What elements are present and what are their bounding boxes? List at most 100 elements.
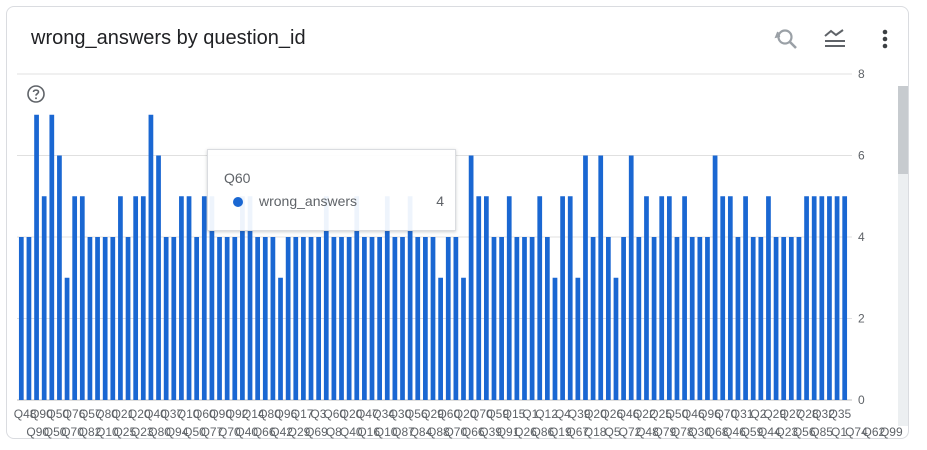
bar (773, 237, 779, 400)
bar (476, 196, 482, 400)
x-tick-label: Q70 (714, 407, 737, 421)
x-tick-label: Q10 (375, 425, 398, 439)
bar (674, 237, 680, 400)
x-tick-label: Q1 (522, 407, 538, 421)
bar (64, 277, 70, 400)
x-tick-label: Q91 (497, 425, 520, 439)
x-tick-label: Q80 (95, 407, 118, 421)
scrollbar-thumb[interactable] (898, 86, 908, 174)
x-tick-label: Q39 (479, 425, 502, 439)
more-vert-icon[interactable] (871, 25, 899, 53)
bar (544, 237, 550, 400)
x-tick-label: Q15 (503, 407, 526, 421)
x-tick-label: Q29 (288, 425, 311, 439)
x-tick-label: Q10 (96, 425, 119, 439)
help-icon[interactable] (27, 85, 45, 103)
x-tick-label: Q3 (310, 407, 326, 421)
x-tick-label: Q69 (305, 425, 328, 439)
x-tick-label: Q66 (253, 425, 276, 439)
bar (697, 237, 703, 400)
x-tick-label: Q39 (568, 407, 591, 421)
x-tick-label: Q80 (148, 425, 171, 439)
x-tick-label: Q96 (698, 407, 721, 421)
x-tick-label: Q88 (427, 425, 450, 439)
x-tick-label: Q92 (226, 407, 249, 421)
bar (491, 237, 497, 400)
x-tick-label: Q46 (723, 425, 746, 439)
bar (819, 196, 825, 400)
x-tick-label: Q31 (731, 407, 754, 421)
bar (407, 196, 413, 400)
x-tick-label: Q17 (291, 407, 314, 421)
bar (79, 196, 85, 400)
bar (666, 196, 672, 400)
tooltip-value: 4 (436, 193, 444, 209)
bar (804, 196, 809, 400)
y-tick-label: 4 (858, 230, 865, 244)
bar (743, 196, 748, 400)
x-tick-label: Q4 (555, 407, 571, 421)
bar (453, 237, 459, 400)
x-tick-label: Q18 (584, 425, 607, 439)
bar (102, 237, 108, 400)
bar (179, 196, 184, 400)
bar (369, 237, 375, 400)
bar (583, 155, 588, 400)
x-tick-label: Q47 (356, 407, 379, 421)
x-tick-label: Q46 (682, 407, 705, 421)
legend-icon[interactable] (821, 25, 849, 53)
x-tick-label: Q26 (514, 425, 537, 439)
bar (163, 237, 169, 400)
bar (186, 196, 192, 400)
scrollbar-track[interactable] (898, 86, 908, 426)
bar (537, 196, 543, 400)
bar (110, 237, 116, 400)
x-tick-label: Q29 (421, 407, 444, 421)
x-tick-label: Q76 (63, 407, 86, 421)
x-tick-label: Q79 (653, 425, 676, 439)
x-tick-label: Q77 (201, 425, 224, 439)
bar (506, 196, 512, 400)
x-tick-label: Q25 (649, 407, 672, 421)
x-tick-label: Q14 (242, 407, 265, 421)
bar (72, 196, 78, 400)
bar (552, 277, 558, 400)
bar (788, 237, 794, 400)
bar (827, 196, 832, 400)
x-tick-label: Q30 (389, 407, 412, 421)
zoom-reset-icon[interactable] (773, 25, 801, 53)
bar (659, 196, 665, 400)
bar (217, 237, 222, 400)
bar (499, 237, 504, 400)
x-tick-label: Q84 (410, 425, 433, 439)
bar (430, 237, 436, 400)
x-tick-label: Q82 (79, 425, 102, 439)
bar (842, 196, 848, 400)
bar (316, 237, 322, 400)
bar (255, 237, 261, 400)
x-tick-label: Q99 (880, 425, 903, 439)
bar (461, 277, 466, 400)
bar (34, 114, 39, 400)
y-axis-ticks: 0 2 4 6 8 (858, 67, 865, 407)
x-tick-label: Q21 (112, 407, 135, 421)
bar (194, 237, 200, 400)
x-tick-label: Q40 (340, 425, 363, 439)
x-tick-label: Q20 (128, 407, 151, 421)
bar (522, 237, 527, 400)
x-tick-label: Q56 (405, 407, 428, 421)
bar (811, 196, 817, 400)
bar (224, 237, 230, 400)
bar (423, 237, 428, 400)
bar (331, 237, 337, 400)
x-tick-label: Q42 (270, 425, 293, 439)
bar (598, 155, 604, 400)
bar (285, 237, 291, 400)
x-tick-label: Q2 (750, 407, 766, 421)
bar (262, 237, 268, 400)
bar (400, 237, 405, 400)
bar (377, 237, 382, 400)
bar (140, 196, 146, 400)
bar (392, 237, 398, 400)
bar (209, 196, 215, 400)
